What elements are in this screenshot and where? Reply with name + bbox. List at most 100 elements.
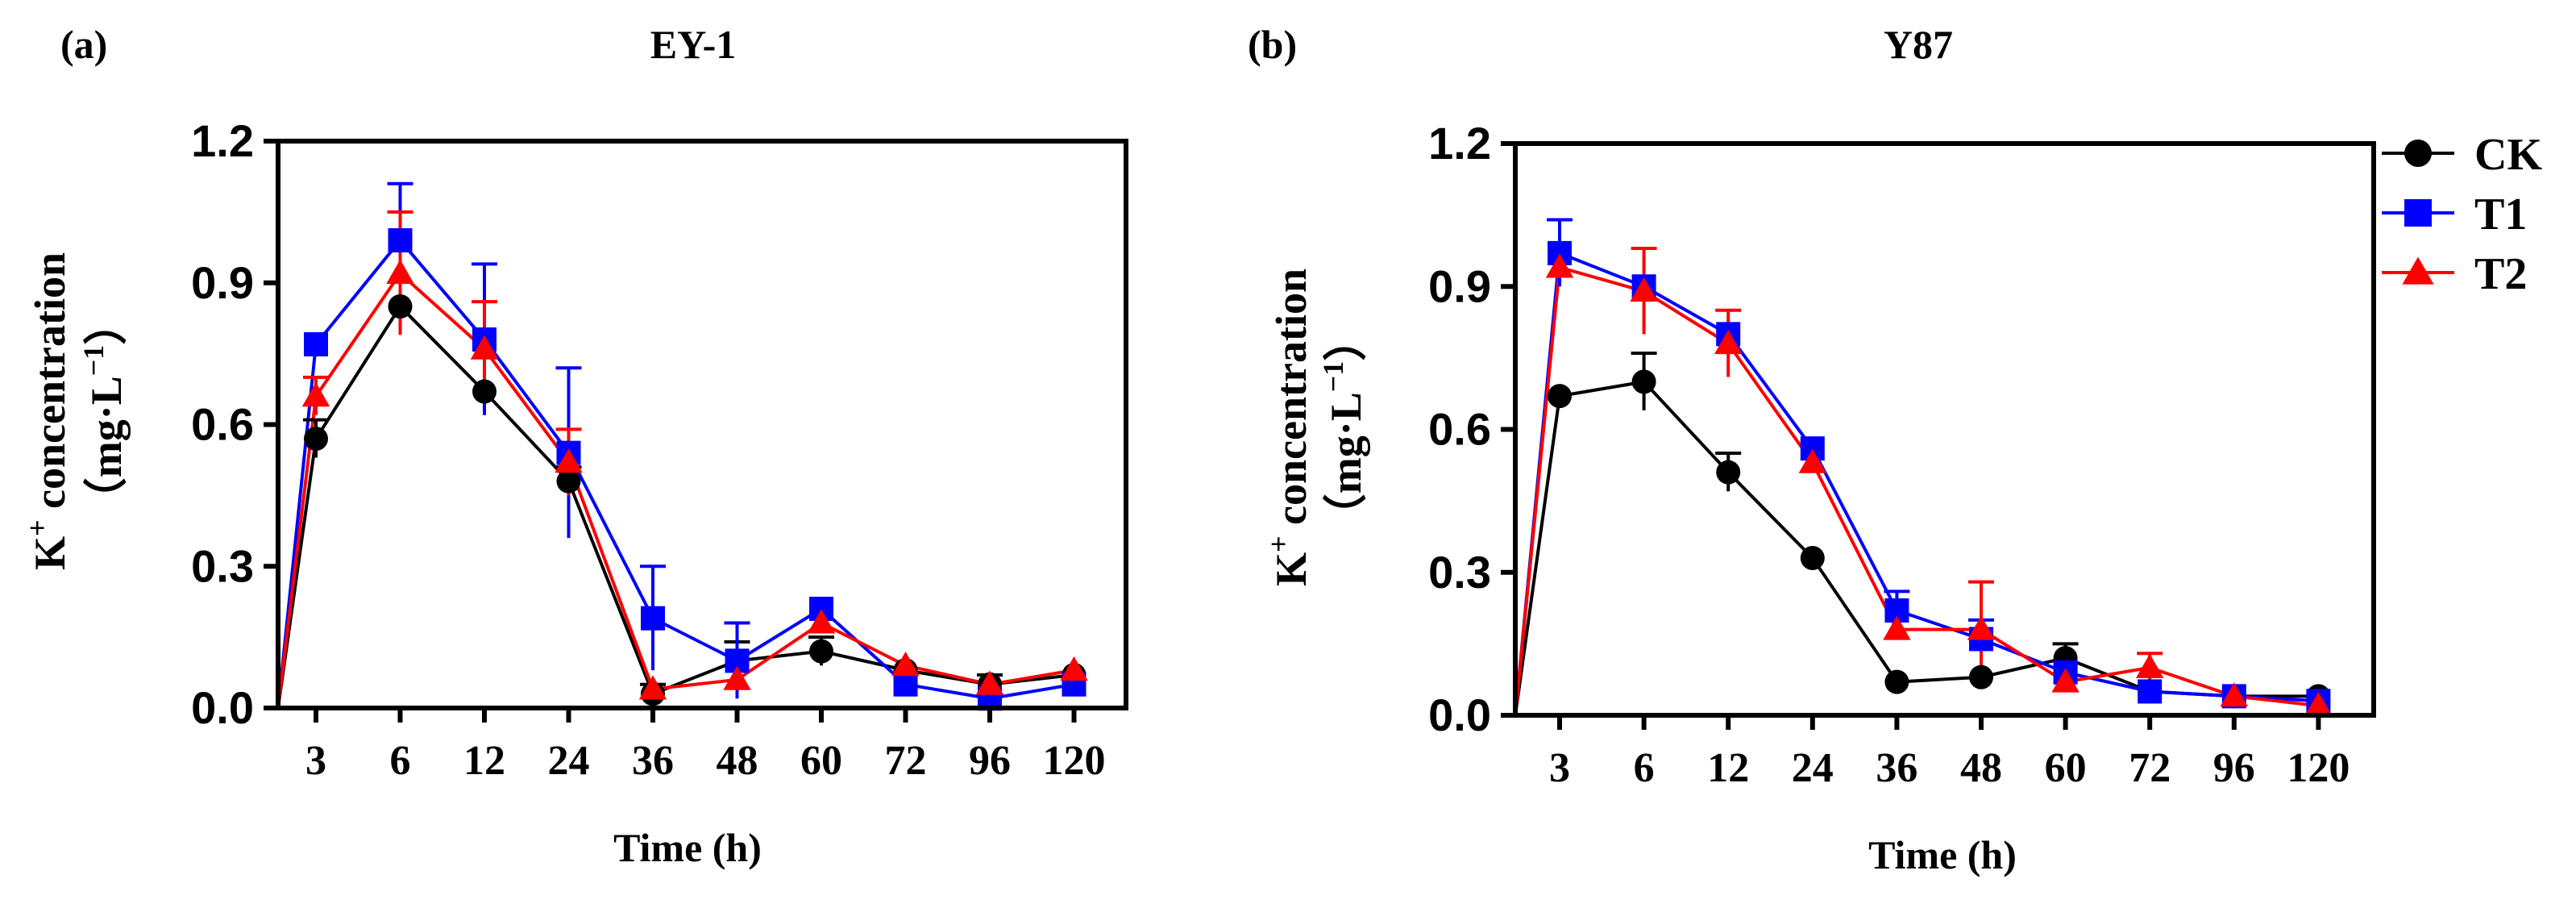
legend-label-t1: T1	[2474, 190, 2527, 239]
panel-a-ylabel-line1: K+ concentration	[21, 252, 74, 570]
x-tick-label-a-9: 120	[1043, 738, 1106, 784]
point-a-t2-2	[470, 335, 499, 360]
x-tick-label-a-0: 3	[305, 738, 326, 784]
x-tick-label-b-3: 24	[1792, 745, 1834, 791]
panel-b-ticks: 0.00.30.60.91.23 6 12 24 36 48 60 72 96 120	[1428, 118, 2350, 791]
panel-b-ylabel-rest: concentration	[1267, 269, 1315, 535]
point-a-t1-0	[304, 331, 328, 356]
panel-a-ylabel-line2: （mg·L−1）	[77, 302, 131, 522]
panel-b-ylabel-unit-close: ）	[1322, 318, 1370, 361]
legend-marker-ck	[2404, 140, 2432, 167]
point-b-ck-4	[1884, 669, 1909, 694]
x-tick-label-a-7: 72	[885, 738, 927, 784]
point-b-ck-3	[1800, 546, 1825, 571]
panel-b-axes-frame	[1513, 141, 2376, 718]
point-b-t2-2	[1714, 329, 1743, 355]
x-tick-label-a-2: 12	[463, 738, 505, 784]
point-a-ck-2	[472, 379, 497, 404]
panel-a-marks	[276, 181, 1088, 711]
point-a-ck-3	[556, 469, 581, 494]
point-a-t2-1	[386, 259, 414, 284]
panel-b-ylabel-line1: K+ concentration	[1262, 269, 1315, 586]
x-tick-label-b-2: 12	[1707, 745, 1749, 791]
point-a-t2-9	[1060, 656, 1088, 681]
x-tick-label-a-6: 60	[800, 738, 842, 784]
panel-b-xlabel: Time (h)	[1868, 832, 2017, 877]
legend-marker-t1	[2404, 199, 2432, 227]
y-tick-label-a-4: 1.2	[191, 115, 254, 166]
x-tick-label-a-3: 24	[548, 738, 590, 784]
x-tick-label-b-8: 96	[2213, 745, 2255, 791]
panel-b-ylabel-line2: （mg·L−1）	[1317, 318, 1370, 538]
x-tick-label-a-8: 96	[969, 738, 1011, 784]
x-tick-label-b-0: 3	[1549, 745, 1570, 791]
x-tick-label-b-5: 48	[1960, 745, 2002, 791]
point-b-ck-5	[1969, 664, 1993, 689]
y-tick-label-a-0: 0.0	[191, 682, 254, 733]
point-a-t2-8	[975, 670, 1004, 695]
y-tick-label-b-0: 0.0	[1428, 689, 1491, 740]
point-b-ck-0	[1548, 384, 1572, 409]
point-b-t2-3	[1798, 448, 1827, 473]
y-tick-label-b-3: 0.9	[1428, 260, 1491, 311]
point-b-t2-0	[1545, 253, 1574, 278]
point-b-t2-1	[1630, 277, 1658, 302]
point-a-t1-1	[388, 228, 413, 253]
x-tick-label-a-4: 36	[632, 738, 674, 784]
point-b-t2-8	[2220, 682, 2249, 707]
panel-b-label: (b)	[1248, 22, 1297, 67]
y-tick-label-b-4: 1.2	[1428, 118, 1491, 169]
x-tick-label-a-5: 48	[717, 738, 758, 784]
point-b-t2-5	[1967, 615, 1996, 640]
panel-a-axes-frame	[276, 139, 1128, 710]
x-tick-label-b-1: 6	[1634, 745, 1655, 791]
panel-a-ylabel-k: K	[26, 536, 74, 570]
point-a-t2-6	[807, 609, 836, 634]
panel-a-xlabel: Time (h)	[613, 825, 762, 870]
legend-marker-t2	[2402, 256, 2434, 285]
point-a-ck-1	[388, 294, 413, 319]
panel-a-ylabel-unit-close: ）	[82, 302, 131, 345]
point-a-ck-6	[809, 639, 833, 664]
x-tick-label-b-4: 36	[1876, 745, 1917, 791]
panel-b-ylabel-sup: +	[1262, 535, 1294, 552]
point-a-t2-0	[301, 382, 330, 407]
x-tick-label-b-9: 120	[2287, 745, 2350, 791]
panel-a-title: EY-1	[650, 22, 737, 67]
point-b-t1-7	[2138, 679, 2163, 704]
point-b-ck-1	[1631, 369, 1656, 394]
point-b-t2-4	[1883, 615, 1911, 640]
panel-a-label: (a)	[60, 22, 107, 67]
point-a-t2-4	[638, 675, 667, 700]
panel-a-ylabel-sup: +	[21, 519, 53, 536]
y-tick-label-b-1: 0.3	[1428, 547, 1491, 598]
point-a-t2-3	[555, 448, 583, 473]
point-a-t2-5	[723, 665, 751, 690]
point-a-t1-7	[893, 672, 918, 697]
panel-a: (a) EY-1 Time (h) K+ concentration （mg·L…	[21, 22, 1128, 870]
panel-b-ylabel-unit: （mg·L	[1322, 392, 1370, 537]
legend-label-t2: T2	[2474, 249, 2527, 299]
x-tick-label-b-6: 60	[2045, 745, 2087, 791]
panel-b-marks	[1514, 218, 2333, 717]
point-a-t1-4	[641, 606, 665, 631]
panel-a-ylabel-rest: concentration	[26, 252, 74, 519]
legend-label-ck: CK	[2474, 130, 2542, 180]
x-tick-label-b-7: 72	[2129, 745, 2171, 791]
panel-a-ticks: 0.00.30.60.91.23 6 12 24 36 48 60 72 96 120	[191, 115, 1105, 784]
panel-b-ylabel-unit-sup: −1	[1317, 361, 1349, 393]
y-tick-label-a-1: 0.3	[191, 540, 254, 591]
panel-b-title: Y87	[1884, 22, 1953, 67]
point-b-ck-2	[1716, 460, 1741, 485]
point-b-t2-6	[2051, 668, 2079, 693]
x-tick-label-a-1: 6	[390, 738, 411, 784]
panel-b: (b) Y87 Time (h) K+ concentration （mg·L−…	[1248, 22, 2542, 877]
y-tick-label-a-2: 0.6	[191, 399, 254, 450]
point-a-ck-0	[304, 427, 328, 452]
point-a-t2-7	[891, 652, 920, 677]
point-b-t2-9	[2304, 691, 2333, 717]
panel-a-ylabel-unit-sup: −1	[77, 345, 110, 377]
y-tick-label-b-2: 0.6	[1428, 404, 1491, 455]
